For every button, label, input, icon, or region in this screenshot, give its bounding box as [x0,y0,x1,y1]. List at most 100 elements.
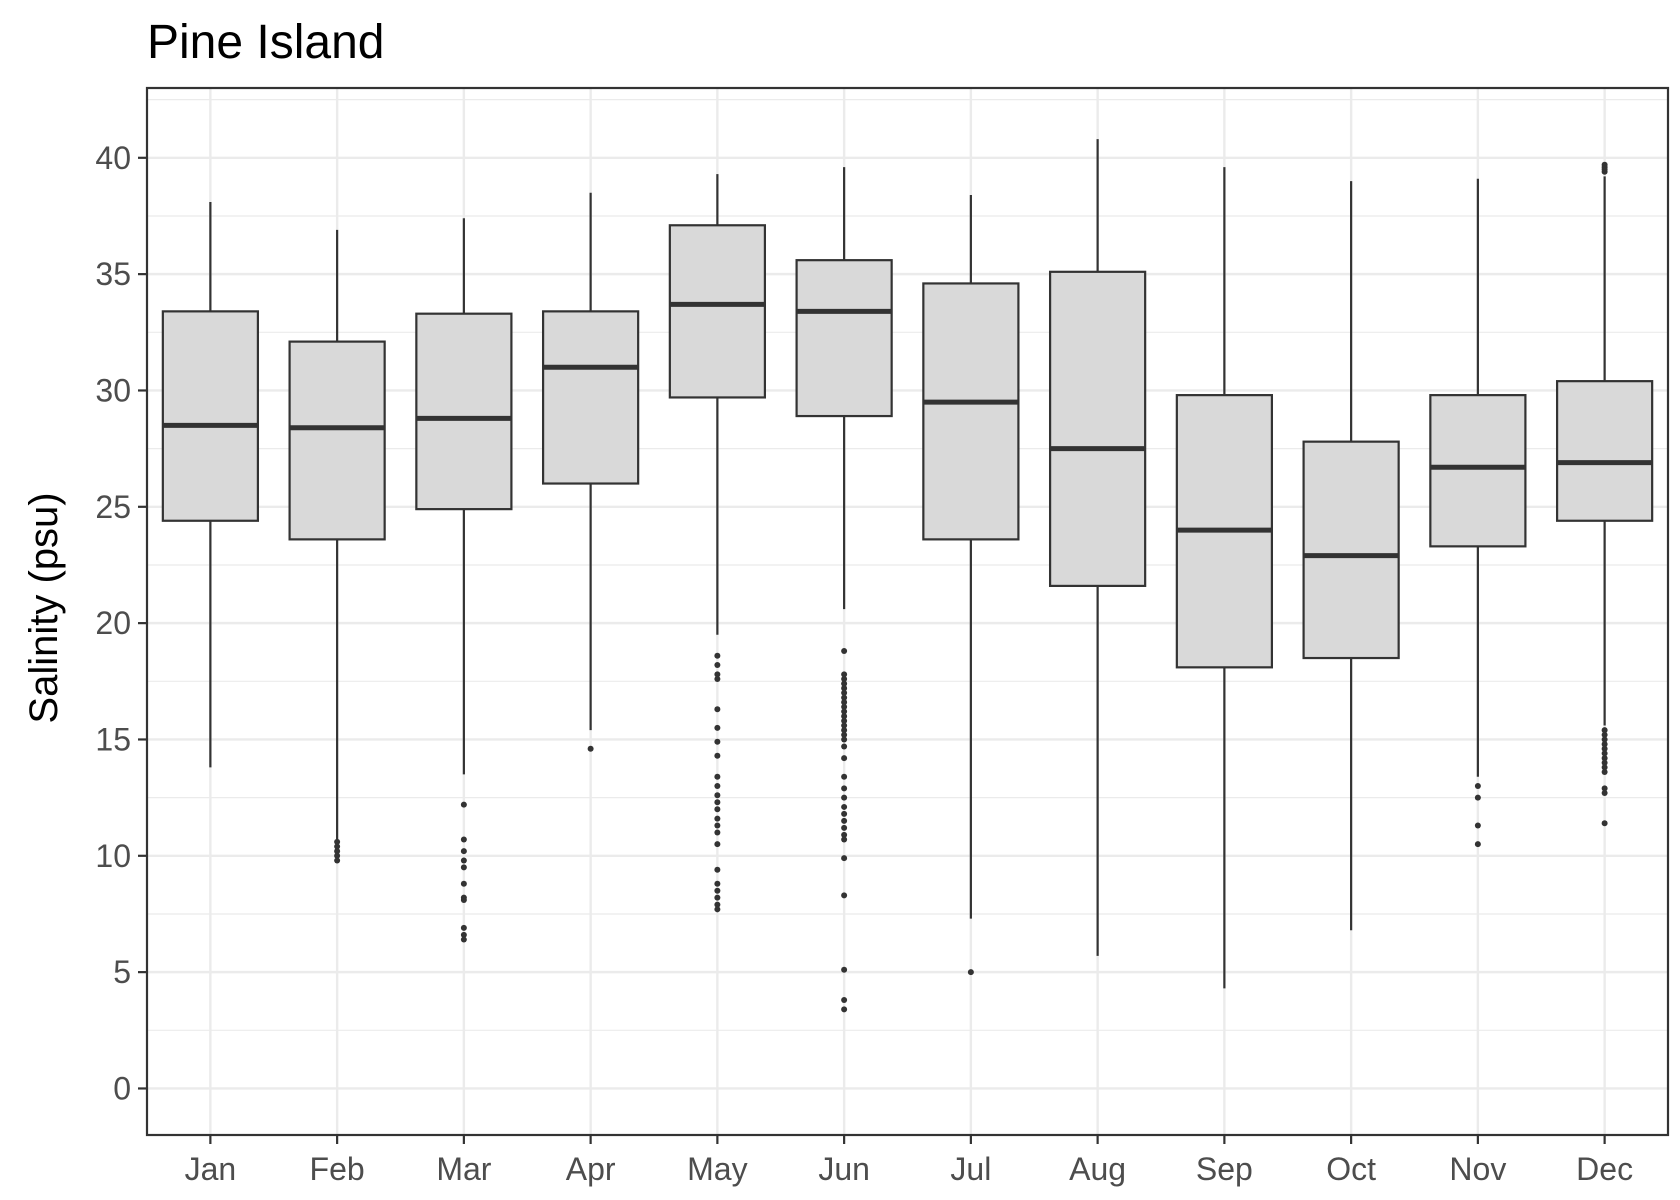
outlier-point [334,852,341,859]
outlier-point [841,831,848,838]
outlier-point [1601,731,1608,738]
outlier-point [334,848,341,855]
outlier-point [714,675,721,682]
x-tick-label: Dec [1576,1151,1633,1187]
outlier-point [714,662,721,669]
outlier-point [841,803,848,810]
outlier-point [1601,741,1608,748]
x-tick-label: May [687,1151,747,1187]
outlier-point [841,892,848,899]
box-aug [1048,139,1147,956]
y-tick-label: 10 [95,838,131,874]
iqr-box [1429,394,1527,548]
outlier-point [841,689,848,696]
outlier-point [714,901,721,908]
x-tick-label: Jul [950,1151,991,1187]
y-tick-label: 40 [95,140,131,176]
iqr-box [288,340,386,541]
outlier-point [841,824,848,831]
y-axis-label: Salinity (psu) [22,492,66,723]
x-tick-label: Mar [436,1151,491,1187]
outlier-point [841,794,848,801]
outlier-point [714,829,721,836]
outlier-point [1601,769,1608,776]
outlier-point [460,857,467,864]
iqr-box [541,310,640,485]
iqr-box [1048,270,1147,588]
outlier-point [714,887,721,894]
outlier-point [1601,789,1608,796]
outlier-point [714,738,721,745]
outlier-point [460,864,467,871]
x-tick-label: Nov [1449,1151,1506,1187]
outlier-point [1601,785,1608,792]
x-tick-label: Feb [310,1151,365,1187]
outlier-point [714,906,721,913]
box-jan [161,202,260,768]
outlier-point [841,731,848,738]
outlier-point [841,703,848,710]
box-mar [415,218,513,943]
outlier-point [460,848,467,855]
outlier-point [334,857,341,864]
outlier-point [714,866,721,873]
iqr-box [668,224,767,399]
y-tick-label: 15 [95,721,131,757]
outlier-point [1601,161,1608,168]
outlier-point [841,699,848,706]
outlier-point [587,745,594,752]
outlier-point [714,806,721,813]
outlier-point [334,838,341,845]
outlier-point [714,724,721,731]
outlier-point [714,652,721,659]
x-tick-label: Aug [1069,1151,1126,1187]
outlier-point [1474,841,1481,848]
outlier-point [1601,755,1608,762]
y-tick-label: 20 [95,605,131,641]
outlier-point [841,717,848,724]
outlier-point [460,936,467,943]
outlier-point [841,685,848,692]
x-tick-label: Jun [818,1151,870,1187]
outlier-point [967,969,974,976]
outlier-point [1601,820,1608,827]
outlier-point [1474,783,1481,789]
outlier-point [460,801,467,808]
panel-border [145,86,1670,1137]
iqr-box [161,310,260,522]
outlier-point [714,880,721,887]
outlier-point [1601,727,1608,734]
outlier-point [841,773,848,780]
outlier-point [460,897,467,904]
outlier-point [714,792,721,799]
outlier-point [841,708,848,715]
outlier-point [841,694,848,701]
outlier-point [1601,759,1608,766]
outlier-point [1601,750,1608,757]
outlier-point [334,843,341,850]
x-tick-label: Oct [1326,1151,1376,1187]
box-sep [1175,167,1274,989]
x-tick-label: Jan [185,1151,237,1187]
x-tick-label: Apr [566,1151,616,1187]
outlier-point [841,966,848,973]
outlier-point [841,736,848,743]
outlier-point [841,817,848,824]
outlier-point [714,841,721,848]
y-tick-label: 30 [95,372,131,408]
box-oct [1302,181,1400,931]
y-tick-label: 0 [113,1070,131,1106]
box-jun [795,167,893,1013]
outlier-point [841,1006,848,1013]
outlier-point [460,924,467,931]
outlier-point [1601,745,1608,752]
outlier-point [1601,736,1608,743]
outlier-point [460,836,467,843]
outlier-point [714,706,721,713]
x-tick-label: Sep [1196,1151,1253,1187]
box-series [161,139,1654,1013]
outlier-point [1601,764,1608,771]
outlier-point [841,727,848,734]
outlier-point [841,810,848,817]
